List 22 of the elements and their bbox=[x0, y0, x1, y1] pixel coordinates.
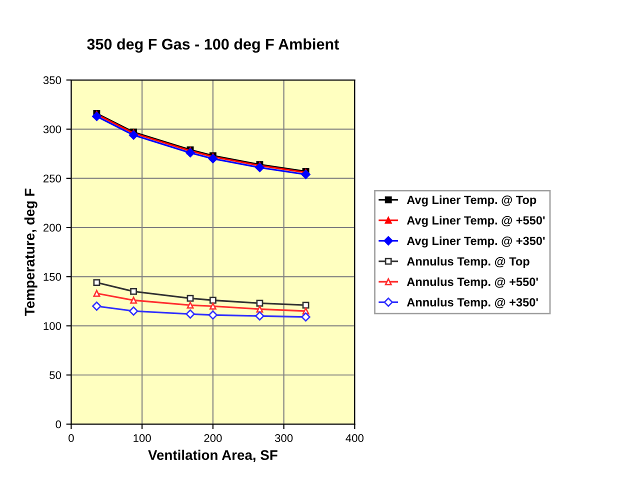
y-tick-label: 200 bbox=[43, 224, 62, 232]
legend-label: Annulus Temp. @ Top bbox=[406, 256, 530, 268]
x-axis-title: Ventilation Area, SF bbox=[148, 450, 278, 462]
legend-label: Avg Liner Temp. @ Top bbox=[406, 195, 536, 206]
legend-label: Avg Liner Temp. @ +550' bbox=[406, 216, 545, 227]
y-tick-label: 100 bbox=[44, 322, 62, 330]
x-tick-label: 100 bbox=[134, 434, 151, 442]
y-tick-label: 150 bbox=[44, 272, 62, 281]
y-tick-label: 300 bbox=[43, 125, 62, 134]
legend-label: Avg Liner Temp. @ +350' bbox=[406, 236, 545, 248]
y-axis-title: Temperature, deg F bbox=[24, 188, 38, 316]
y-tick-label: 50 bbox=[50, 371, 62, 380]
chart-title: 350 deg F Gas - 100 deg F Ambient bbox=[87, 38, 339, 53]
x-tick-label: 300 bbox=[274, 434, 293, 442]
y-tick-label: 350 bbox=[43, 76, 62, 84]
y-tick-label: 0 bbox=[56, 420, 62, 428]
x-tick-label: 400 bbox=[346, 434, 364, 442]
x-tick-label: 200 bbox=[204, 434, 222, 442]
legend-label: Annulus Temp. @ +350' bbox=[406, 298, 538, 309]
x-tick-label: 0 bbox=[68, 434, 74, 442]
y-tick-label: 250 bbox=[43, 174, 62, 182]
legend-label: Annulus Temp. @ +550' bbox=[406, 277, 538, 288]
